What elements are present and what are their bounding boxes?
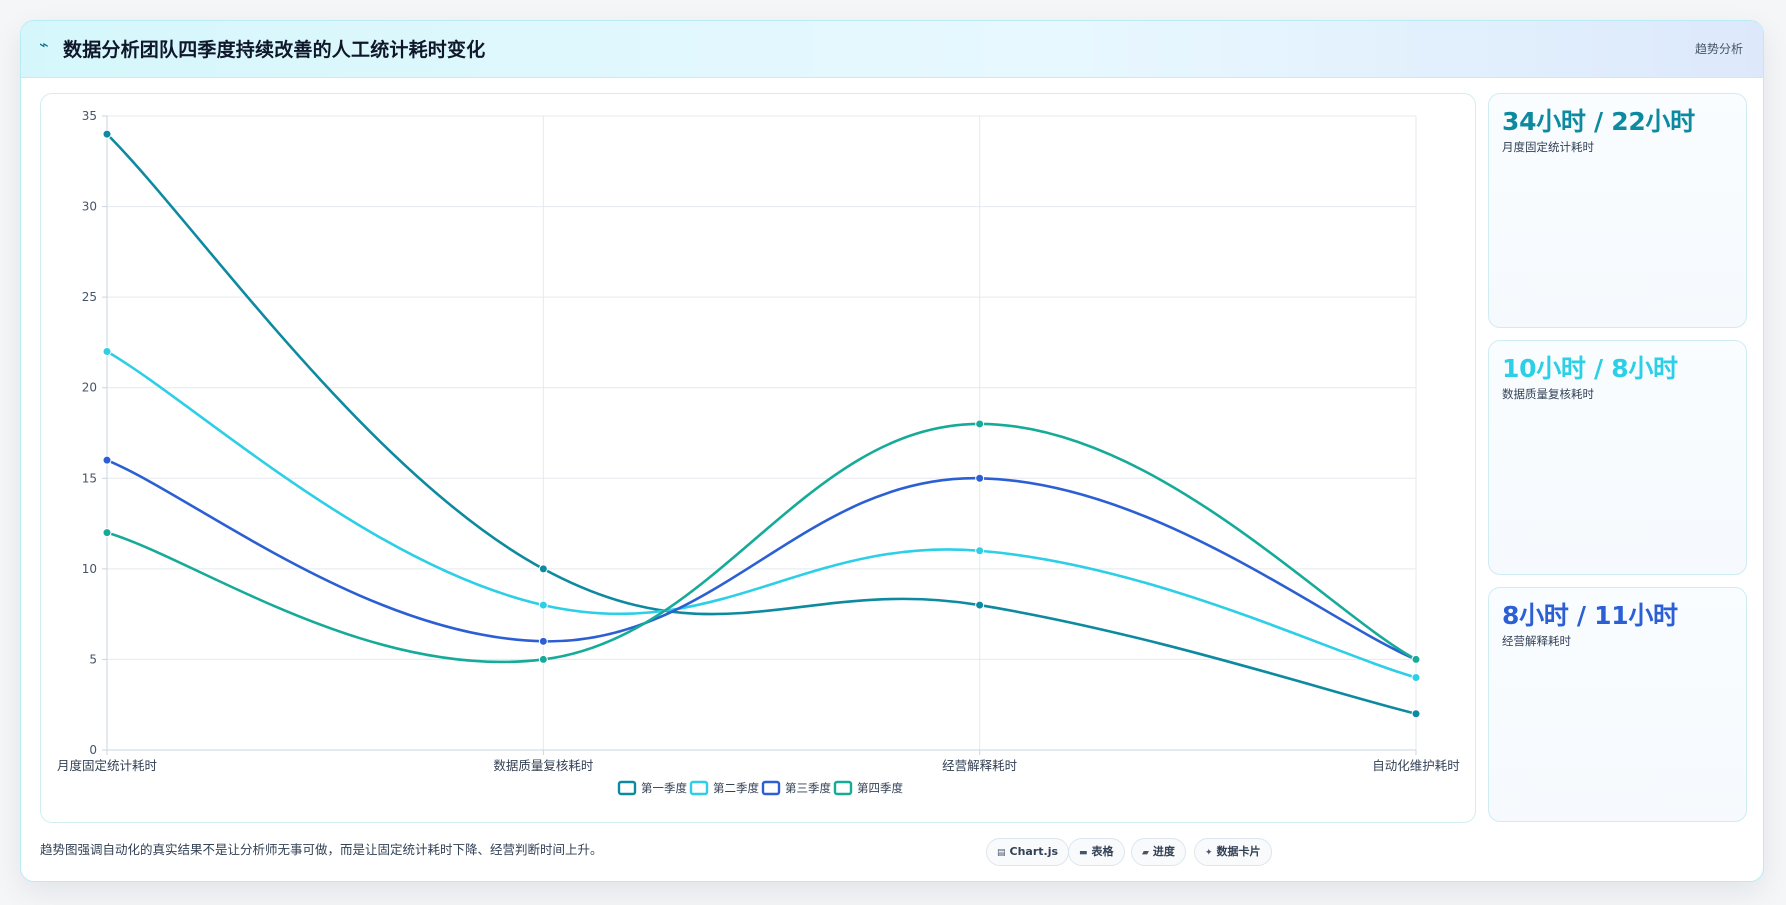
chip-table[interactable]: ▬ 表格: [1068, 838, 1125, 866]
chip-label: Chart.js: [1009, 845, 1059, 858]
data-point-series-4: [102, 528, 112, 538]
legend-swatch[interactable]: [617, 780, 637, 796]
legend-label[interactable]: 第一季度: [641, 781, 687, 795]
y-tick-label: 15: [82, 471, 97, 485]
data-point-series-4: [538, 654, 548, 664]
y-tick-label: 5: [89, 652, 97, 666]
chip-chartjs[interactable]: ▤ Chart.js: [986, 838, 1070, 866]
y-tick-label: 10: [82, 562, 97, 576]
chart-icon: ▤: [997, 848, 1006, 858]
legend-label[interactable]: 第二季度: [713, 781, 759, 795]
chip-progress[interactable]: ▰ 进度: [1131, 838, 1186, 866]
chip-data-card[interactable]: ✦ 数据卡片: [1194, 838, 1272, 866]
data-point-series-3: [102, 455, 112, 465]
data-point-series-4: [1411, 654, 1421, 664]
stat-value: 8小时 / 11小时: [1502, 601, 1678, 630]
data-point-series-3: [538, 636, 548, 646]
data-point-series-1: [1411, 709, 1421, 719]
data-point-series-2: [975, 546, 985, 556]
stat-value: 34小时 / 22小时: [1502, 107, 1695, 136]
legend-swatch[interactable]: [689, 780, 709, 796]
x-tick-label: 月度固定统计耗时: [57, 758, 158, 773]
footnote: 趋势图强调自动化的真实结果不是让分析师无事可做，而是让固定统计耗时下降、经营判断…: [40, 842, 603, 857]
data-point-series-2: [102, 346, 112, 356]
y-tick-label: 25: [82, 290, 97, 304]
legend-swatch[interactable]: [833, 780, 853, 796]
series-line-4: [105, 422, 1418, 664]
stat-label: 数据质量复核耗时: [1502, 387, 1594, 401]
stat-label: 经营解释耗时: [1502, 634, 1571, 648]
y-tick-label: 35: [82, 109, 97, 123]
line-chart: 0 5 10 15 20 25 30 35 月度固定统计耗时 数据质量复核耗时 经营解释耗时 自动化维…: [57, 109, 1460, 796]
stat-card-fixed-stats: 34小时 / 22小时 月度固定统计耗时: [1488, 93, 1747, 328]
y-tick-label: 30: [82, 200, 97, 214]
series-line-3: [105, 458, 1418, 661]
progress-icon: ▰: [1142, 848, 1149, 858]
sparkle-icon: ✦: [1205, 848, 1213, 858]
x-tick-label: 数据质量复核耗时: [493, 758, 594, 773]
data-point-series-1: [975, 600, 985, 610]
chip-label: 进度: [1152, 845, 1175, 858]
stat-label: 月度固定统计耗时: [1502, 140, 1594, 154]
series-line-2: [105, 350, 1418, 679]
series-line-1: [105, 132, 1418, 716]
legend-label[interactable]: 第三季度: [785, 781, 831, 795]
table-icon: ▬: [1079, 848, 1088, 858]
category-tag: 趋势分析: [1694, 42, 1743, 56]
report-card: ⌁ 数据分析团队四季度持续改善的人工统计耗时变化 趋势分析 0 5 10 15 20 25…: [20, 20, 1764, 882]
x-tick-label: 经营解释耗时: [942, 758, 1018, 773]
chip-label: 数据卡片: [1216, 845, 1261, 858]
stat-card-quality-review: 10小时 / 8小时 数据质量复核耗时: [1488, 340, 1747, 575]
data-point-series-1: [538, 564, 548, 574]
chip-label: 表格: [1091, 845, 1114, 858]
trend-line-icon: ⌁: [39, 35, 49, 54]
page-title: 数据分析团队四季度持续改善的人工统计耗时变化: [63, 39, 486, 61]
legend-label[interactable]: 第四季度: [857, 781, 903, 795]
card-header: ⌁ 数据分析团队四季度持续改善的人工统计耗时变化 趋势分析: [21, 21, 1763, 78]
data-point-series-3: [975, 473, 985, 483]
data-point-series-4: [975, 419, 985, 429]
data-point-series-2: [538, 600, 548, 610]
x-tick-label: 自动化维护耗时: [1372, 758, 1460, 773]
stat-value: 10小时 / 8小时: [1502, 354, 1678, 383]
chart-panel: 0 5 10 15 20 25 30 35 月度固定统计耗时 数据质量复核耗时 经营解释耗时 自动化维…: [40, 93, 1476, 823]
stat-card-business-explain: 8小时 / 11小时 经营解释耗时: [1488, 587, 1747, 822]
data-point-series-1: [102, 129, 112, 139]
legend-swatch[interactable]: [761, 780, 781, 796]
y-tick-label: 20: [82, 381, 97, 395]
y-tick-label: 0: [89, 743, 97, 757]
data-point-series-2: [1411, 673, 1421, 683]
